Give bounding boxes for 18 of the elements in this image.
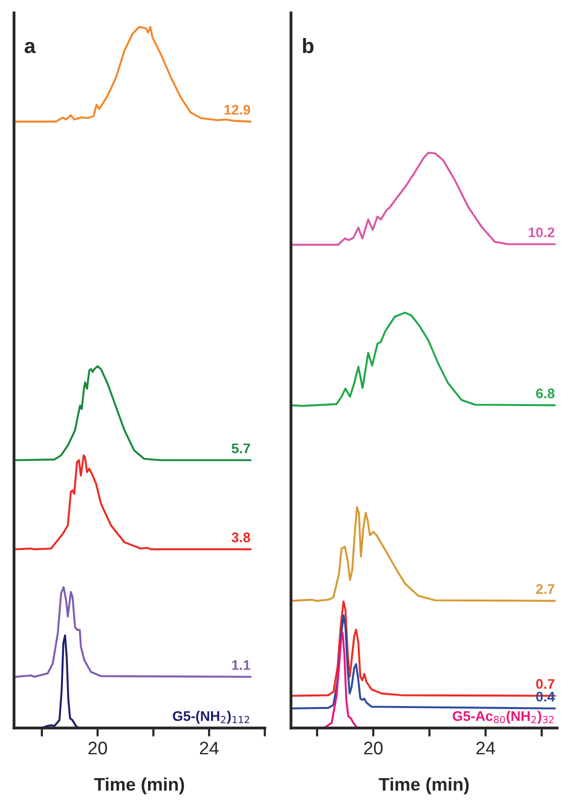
series-label: 6.8 (536, 388, 555, 398)
series-label: 0.7 (536, 679, 554, 689)
series-label: 3.8 (232, 532, 250, 542)
series-label: 5.7 (232, 444, 250, 454)
x-tick-label: 24 (476, 742, 496, 754)
x-axis-title: Time (min) (94, 777, 184, 794)
series-label: 1.1 (232, 660, 250, 670)
x-tick-label: 24 (200, 742, 219, 754)
series-label: 2.7 (536, 584, 554, 594)
x-axis-title: Time (min) (378, 777, 469, 794)
x-tick-label: 20 (88, 742, 107, 754)
series-label: G5-(NH$_{2}$)$_{112}$ (172, 710, 250, 724)
series-label: 12.9 (224, 104, 250, 115)
series-label: 10.2 (528, 227, 554, 238)
series-label: G5-Ac$_{80}$(NH$_{2}$)$_{32}$ (452, 710, 554, 724)
chart-title: a (24, 42, 36, 54)
chart-title: b (303, 38, 314, 54)
x-tick-label: 20 (364, 742, 383, 754)
